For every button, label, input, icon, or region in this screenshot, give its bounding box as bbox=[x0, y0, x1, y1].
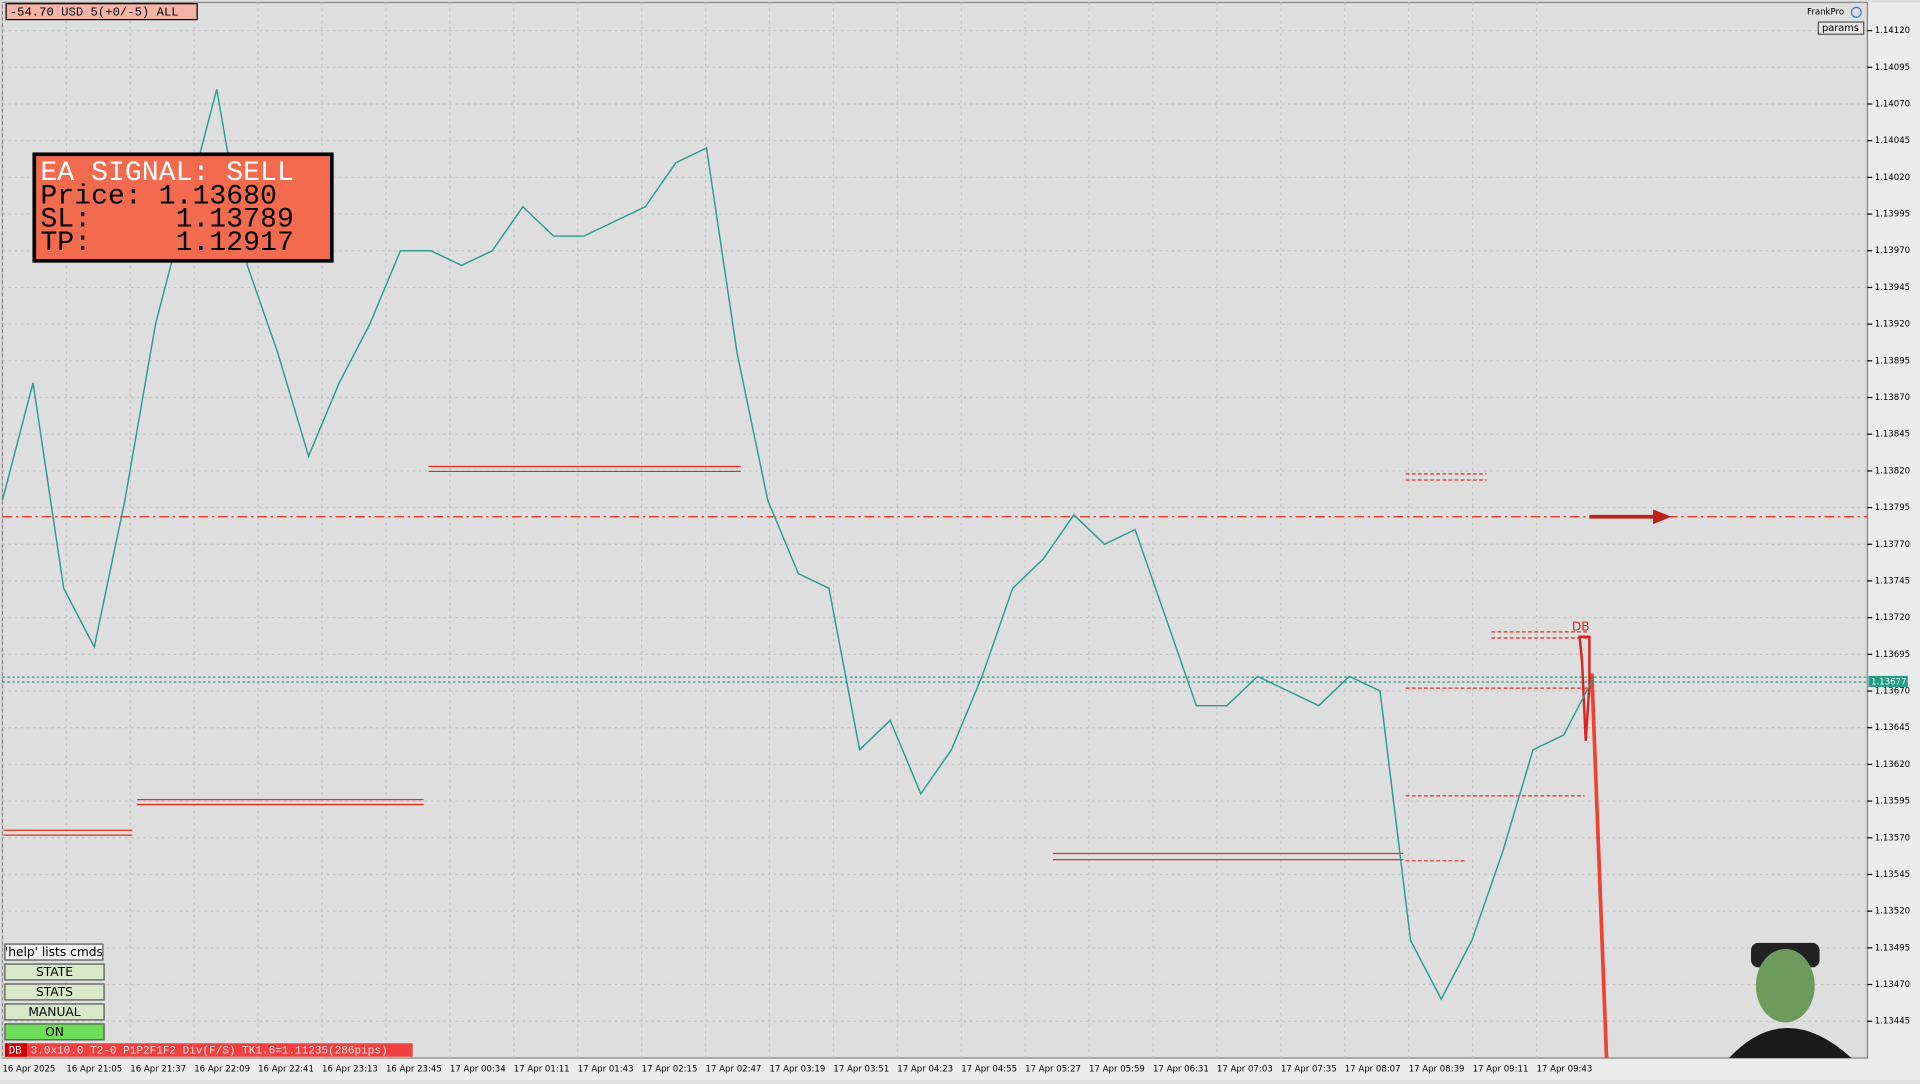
x-tick-label: 17 Apr 09:43 bbox=[1536, 1064, 1592, 1074]
x-tick-label: 16 Apr 21:05 bbox=[66, 1064, 122, 1074]
x-tick-label: 17 Apr 09:11 bbox=[1473, 1064, 1529, 1074]
grid bbox=[1, 2, 1873, 1058]
button-label[interactable]: MANUAL bbox=[28, 1005, 80, 1019]
button-label[interactable]: STATE bbox=[36, 965, 73, 979]
user-icon bbox=[1850, 6, 1862, 18]
y-tick-label: 1.13445 bbox=[1875, 1017, 1910, 1027]
button[interactable] bbox=[4, 1003, 105, 1021]
x-tick-label: 17 Apr 00:34 bbox=[450, 1064, 506, 1074]
x-tick-label: 16 Apr 22:09 bbox=[194, 1064, 250, 1074]
db-pattern bbox=[1578, 635, 1591, 741]
y-tick-label: 1.13895 bbox=[1875, 356, 1910, 366]
time-axis-area bbox=[0, 1059, 1920, 1080]
button[interactable] bbox=[4, 1023, 105, 1041]
y-tick-label: 1.13995 bbox=[1875, 210, 1910, 220]
y-tick-label: 1.14020 bbox=[1875, 173, 1910, 183]
status-text: 3.0x10.0 T2-0 P1P2F1F2 Div(F/S) TK1.6=1.… bbox=[31, 1046, 388, 1058]
x-tick-label: 17 Apr 01:43 bbox=[578, 1064, 634, 1074]
y-tick-label: 1.13745 bbox=[1875, 576, 1910, 586]
x-tick-label: 16 Apr 2025 bbox=[2, 1064, 55, 1074]
buttons: 'help' lists cmds STATE STATS MANUAL ON bbox=[4, 943, 105, 1041]
button-label[interactable]: ON bbox=[45, 1025, 64, 1039]
user-label: FrankPro bbox=[1807, 8, 1844, 18]
y-tick-label: 1.13620 bbox=[1875, 760, 1910, 770]
y-tick-label: 1.13795 bbox=[1875, 503, 1910, 513]
y-tick-label: 1.13845 bbox=[1875, 430, 1910, 440]
x-tick-label: 17 Apr 08:39 bbox=[1409, 1064, 1465, 1074]
status-tag: DB bbox=[9, 1046, 23, 1058]
y-tick-label: 1.13645 bbox=[1875, 723, 1910, 733]
account-box bbox=[5, 3, 198, 21]
x-tick-label: 17 Apr 03:51 bbox=[833, 1064, 889, 1074]
y-tick-label: 1.13920 bbox=[1875, 320, 1910, 330]
y-tick-label: 1.14045 bbox=[1875, 136, 1910, 146]
current-price: 1.13677 bbox=[1871, 678, 1906, 688]
params-label[interactable]: params bbox=[1822, 23, 1859, 34]
x-tick-label: 17 Apr 06:31 bbox=[1153, 1064, 1209, 1074]
y-tick-label: 1.13670 bbox=[1875, 687, 1910, 697]
y-tick-label: 1.14120 bbox=[1875, 26, 1910, 36]
projection bbox=[1590, 673, 1609, 1059]
y-tick-label: 1.13945 bbox=[1875, 283, 1910, 293]
x-tick-label: 17 Apr 04:23 bbox=[897, 1064, 953, 1074]
x-tick-label: 17 Apr 05:27 bbox=[1025, 1064, 1081, 1074]
signal-text: EA SIGNAL: SELL Price: 1.13680 SL: 1.137… bbox=[40, 158, 293, 259]
x-tick-label: 16 Apr 21:37 bbox=[130, 1064, 186, 1074]
y-tick-label: 1.13820 bbox=[1875, 466, 1910, 476]
status-bar bbox=[4, 1043, 413, 1057]
x-tick-label: 17 Apr 08:07 bbox=[1345, 1064, 1401, 1074]
y-tick-label: 1.13595 bbox=[1875, 797, 1910, 807]
x-tick-label: 16 Apr 23:13 bbox=[322, 1064, 378, 1074]
y-tick-label: 1.13720 bbox=[1875, 613, 1910, 623]
button[interactable] bbox=[4, 943, 104, 961]
mascot bbox=[1728, 942, 1852, 1058]
x-tick-label: 17 Apr 04:55 bbox=[961, 1064, 1017, 1074]
y-tick-label: 1.14070 bbox=[1875, 99, 1910, 109]
y-tick-label: 1.13520 bbox=[1875, 907, 1910, 917]
signal-price: Price: 1.13680 bbox=[40, 181, 277, 212]
arrow-head bbox=[1653, 509, 1672, 525]
button-label[interactable]: 'help' lists cmds bbox=[5, 945, 103, 959]
signal-box bbox=[32, 152, 334, 263]
price-line bbox=[1, 89, 1595, 1001]
button-label[interactable]: STATS bbox=[36, 985, 73, 999]
signal-tp: TP: 1.12917 bbox=[40, 228, 293, 259]
y-tick-label: 1.14095 bbox=[1875, 63, 1910, 73]
x-tick-label: 17 Apr 01:11 bbox=[514, 1064, 570, 1074]
y-tick-label: 1.13970 bbox=[1875, 246, 1910, 256]
status-tag-box bbox=[4, 1043, 27, 1057]
params-button[interactable] bbox=[1817, 21, 1865, 35]
y-tick-label: 1.13470 bbox=[1875, 980, 1910, 990]
signal-sl: SL: 1.13789 bbox=[40, 205, 293, 236]
y-tick-label: 1.13870 bbox=[1875, 393, 1910, 403]
price-axis-area bbox=[1868, 2, 1920, 1081]
x-tick-label: 16 Apr 23:45 bbox=[386, 1064, 442, 1074]
x-tick-label: 17 Apr 02:47 bbox=[706, 1064, 762, 1074]
x-tick-label: 17 Apr 02:15 bbox=[642, 1064, 698, 1074]
x-tick-label: 17 Apr 07:03 bbox=[1217, 1064, 1273, 1074]
x-tick-label: 17 Apr 03:19 bbox=[769, 1064, 825, 1074]
y-tick-label: 1.13545 bbox=[1875, 870, 1910, 880]
button[interactable] bbox=[4, 983, 105, 1001]
y-tick-label: 1.13495 bbox=[1875, 943, 1910, 953]
current-price-box bbox=[1868, 675, 1908, 687]
y-tick-label: 1.13770 bbox=[1875, 540, 1910, 550]
y-tick-label: 1.13695 bbox=[1875, 650, 1910, 660]
button[interactable] bbox=[4, 963, 105, 981]
y-tick-label: 1.13570 bbox=[1875, 833, 1910, 843]
levels bbox=[2, 465, 1868, 862]
signal-title: EA SIGNAL: SELL bbox=[40, 158, 293, 189]
account-label: -54.70 USD 5(+0/-5) ALL bbox=[10, 5, 179, 19]
chart-marker: DB bbox=[1572, 619, 1590, 633]
x-tick-label: 16 Apr 22:41 bbox=[258, 1064, 314, 1074]
x-tick-label: 17 Apr 07:35 bbox=[1281, 1064, 1337, 1074]
x-tick-label: 17 Apr 05:59 bbox=[1089, 1064, 1145, 1074]
